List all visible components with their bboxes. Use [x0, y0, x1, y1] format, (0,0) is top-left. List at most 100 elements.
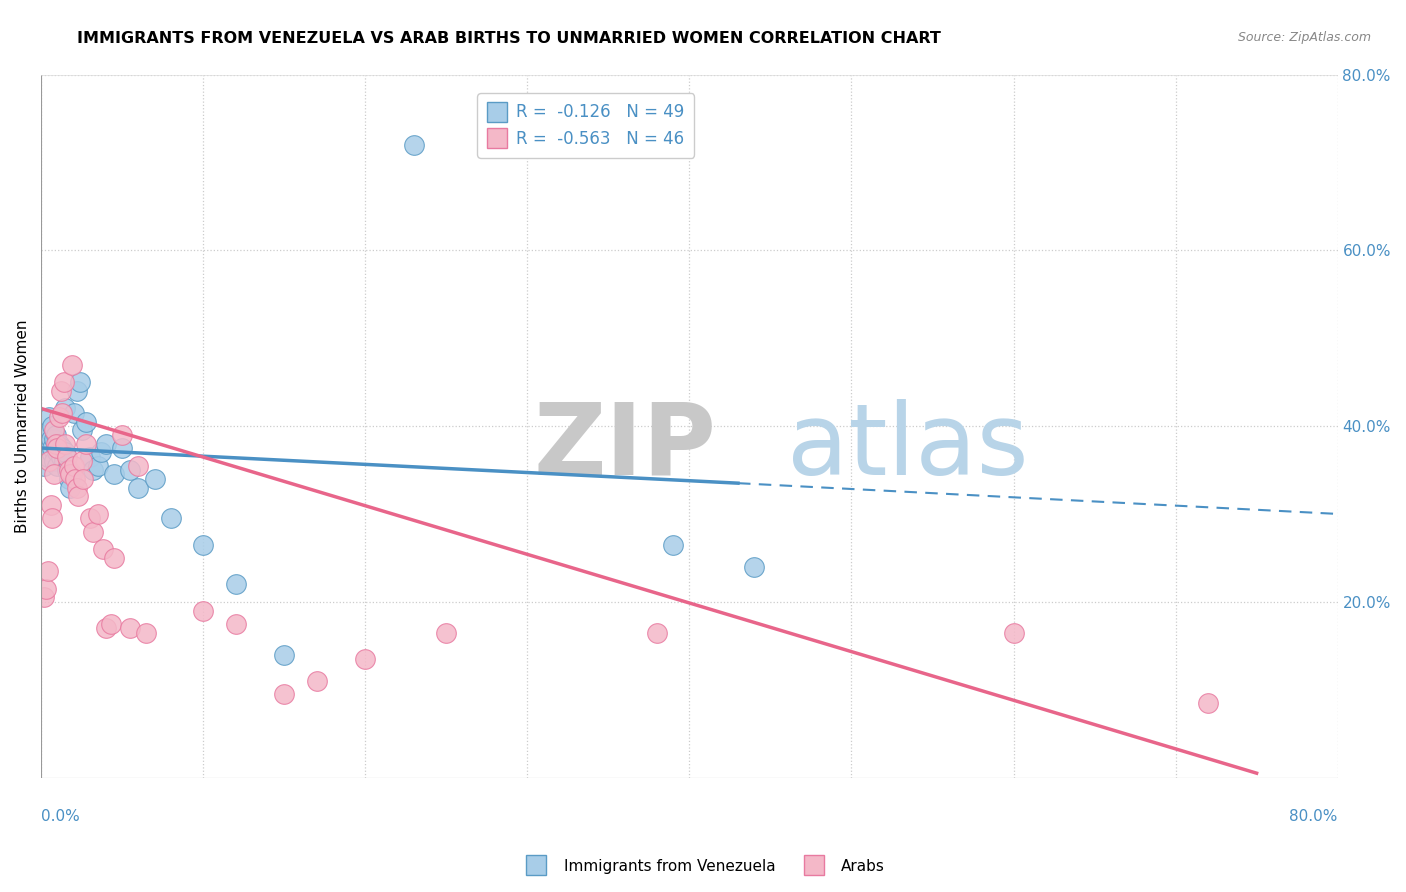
Point	[127, 481, 149, 495]
Point	[59, 467, 82, 482]
Point	[645, 625, 668, 640]
Point	[48, 436, 70, 450]
Point	[69, 375, 91, 389]
Point	[103, 550, 125, 565]
Point	[742, 559, 765, 574]
Point	[55, 445, 77, 459]
Point	[39, 445, 62, 459]
Point	[39, 432, 62, 446]
Point	[62, 458, 84, 473]
Point	[434, 625, 457, 640]
Point	[120, 463, 142, 477]
Point	[70, 454, 93, 468]
Point	[87, 507, 110, 521]
Point	[273, 687, 295, 701]
Point	[41, 441, 63, 455]
Point	[273, 648, 295, 662]
Point	[37, 564, 59, 578]
Point	[135, 625, 157, 640]
Point	[49, 384, 72, 398]
Point	[46, 445, 69, 459]
Point	[51, 441, 73, 455]
Point	[66, 384, 89, 398]
Point	[402, 137, 425, 152]
Point	[35, 427, 58, 442]
Point	[56, 450, 79, 464]
Point	[94, 621, 117, 635]
Point	[34, 458, 56, 473]
Text: Source: ZipAtlas.com: Source: ZipAtlas.com	[1237, 31, 1371, 45]
Point	[66, 481, 89, 495]
Point	[82, 524, 104, 539]
Point	[56, 463, 79, 477]
Legend: Immigrants from Venezuela, Arabs: Immigrants from Venezuela, Arabs	[515, 853, 891, 880]
Point	[100, 616, 122, 631]
Point	[46, 441, 69, 455]
Point	[58, 463, 80, 477]
Text: IMMIGRANTS FROM VENEZUELA VS ARAB BIRTHS TO UNMARRIED WOMEN CORRELATION CHART: IMMIGRANTS FROM VENEZUELA VS ARAB BIRTHS…	[77, 31, 941, 46]
Point	[42, 424, 65, 438]
Point	[79, 450, 101, 464]
Point	[55, 401, 77, 416]
Point	[45, 436, 67, 450]
Point	[39, 498, 62, 512]
Point	[1197, 696, 1219, 710]
Point	[52, 454, 75, 468]
Point	[225, 616, 247, 631]
Point	[111, 427, 134, 442]
Point	[59, 481, 82, 495]
Text: ZIP: ZIP	[534, 399, 717, 496]
Point	[120, 621, 142, 635]
Point	[46, 458, 69, 473]
Point	[35, 582, 58, 596]
Point	[51, 406, 73, 420]
Point	[45, 427, 67, 442]
Point	[111, 441, 134, 455]
Point	[1002, 625, 1025, 640]
Point	[94, 436, 117, 450]
Point	[91, 542, 114, 557]
Point	[35, 441, 58, 455]
Point	[42, 432, 65, 446]
Point	[52, 375, 75, 389]
Point	[41, 419, 63, 434]
Point	[38, 454, 60, 468]
Point	[82, 463, 104, 477]
Point	[225, 577, 247, 591]
Point	[354, 652, 377, 666]
Point	[42, 454, 65, 468]
Point	[62, 406, 84, 420]
Point	[70, 424, 93, 438]
Point	[34, 591, 56, 605]
Text: atlas: atlas	[786, 399, 1028, 496]
Point	[37, 436, 59, 450]
Point	[193, 604, 215, 618]
Point	[87, 458, 110, 473]
Point	[60, 467, 83, 482]
Point	[103, 467, 125, 482]
Point	[58, 472, 80, 486]
Point	[41, 511, 63, 525]
Point	[159, 511, 181, 525]
Text: 80.0%: 80.0%	[1289, 809, 1337, 824]
Point	[37, 450, 59, 464]
Point	[67, 489, 90, 503]
Point	[48, 410, 70, 425]
Point	[49, 450, 72, 464]
Point	[79, 511, 101, 525]
Y-axis label: Births to Unmarried Women: Births to Unmarried Women	[15, 319, 30, 533]
Point	[42, 467, 65, 482]
Point	[38, 424, 60, 438]
Point	[193, 538, 215, 552]
Point	[55, 436, 77, 450]
Point	[76, 415, 98, 429]
Point	[127, 458, 149, 473]
Point	[90, 445, 112, 459]
Point	[38, 410, 60, 425]
Point	[305, 673, 328, 688]
Point	[60, 358, 83, 372]
Point	[72, 472, 94, 486]
Point	[143, 472, 166, 486]
Legend: R =  -0.126   N = 49, R =  -0.563   N = 46: R = -0.126 N = 49, R = -0.563 N = 46	[478, 94, 695, 158]
Point	[45, 441, 67, 455]
